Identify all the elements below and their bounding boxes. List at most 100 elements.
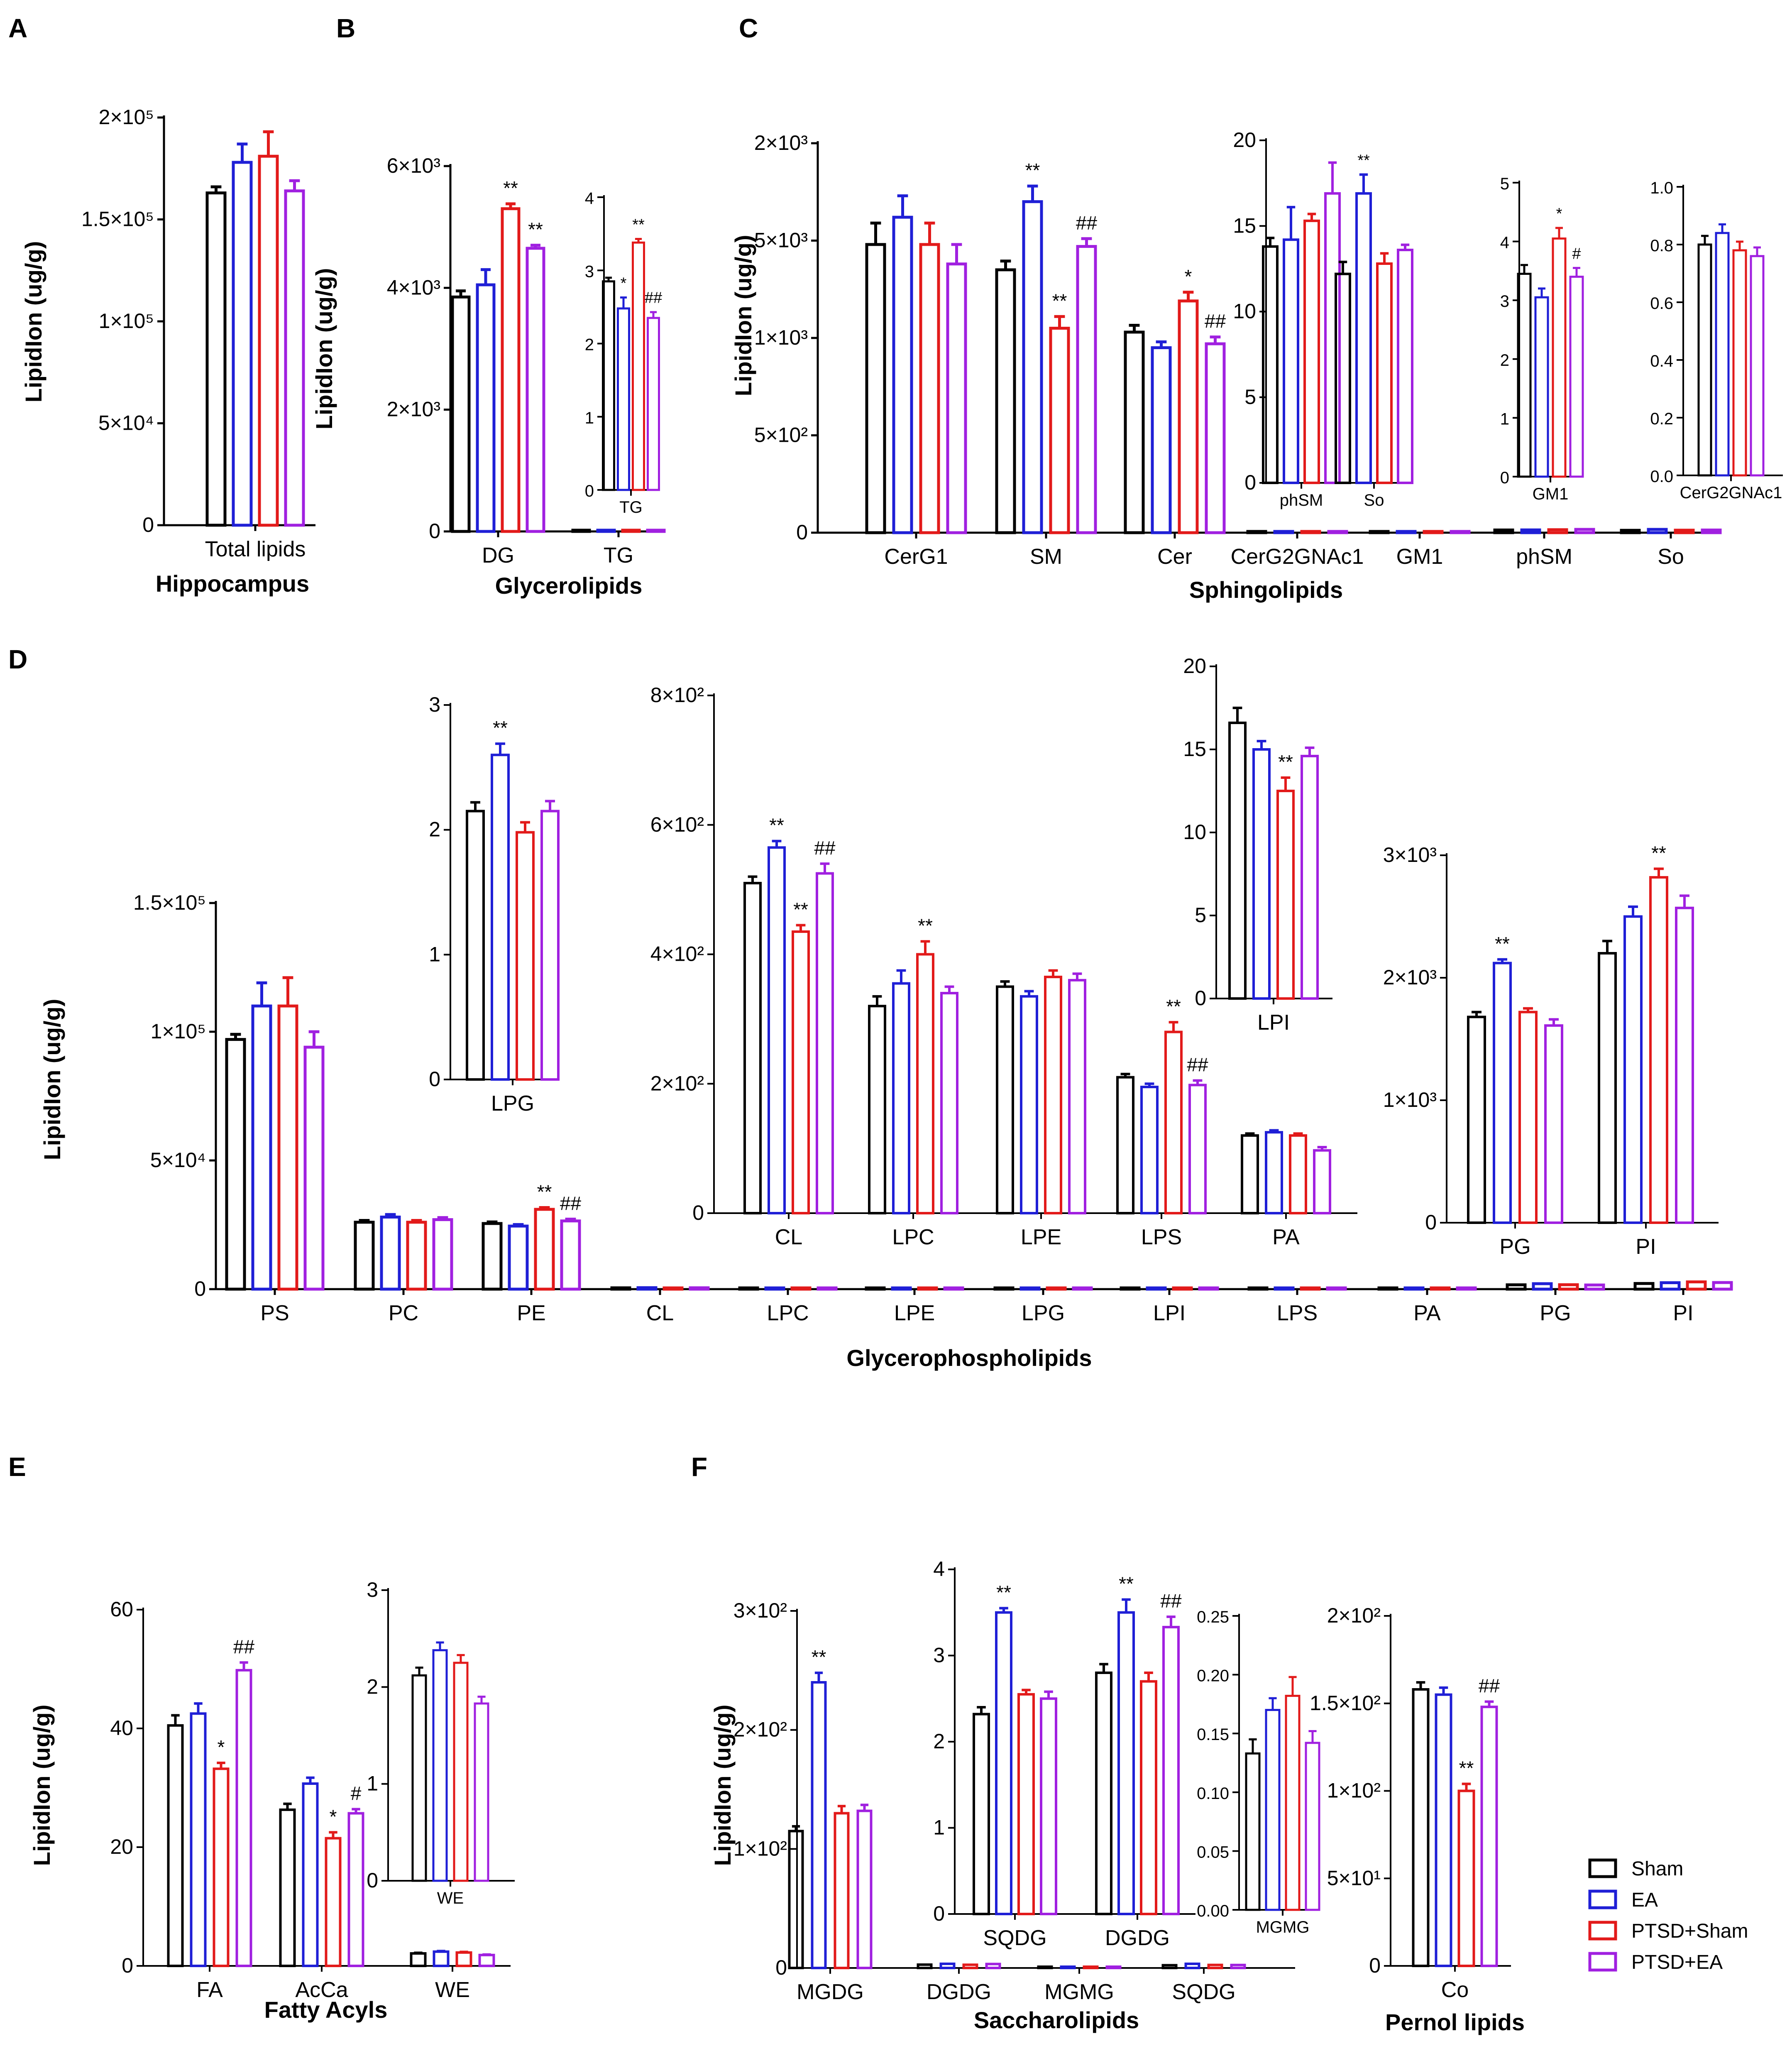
f-category-label: MGMG	[1044, 1980, 1114, 2004]
e-category-label: AcCa	[295, 1978, 348, 2002]
e-bar-ptsd-sham	[455, 1951, 472, 1968]
b-inset-y-tick-label: 1	[585, 409, 594, 427]
d-inset-1-y-tick-label: 3	[429, 693, 440, 716]
d-bar-sham	[1247, 1286, 1269, 1291]
f2-bar-ptsd-ea	[1480, 1706, 1498, 1968]
d-inset-2-bar-ea	[1140, 1086, 1159, 1214]
d-inset-1-category-label: LPG	[491, 1092, 534, 1116]
d-bar-sham	[354, 1221, 375, 1291]
d-inset-4-y-tick-label: 2×10³	[1383, 966, 1437, 989]
f2-bar-ptsd-sham	[1457, 1789, 1475, 1967]
d-bar-ptsd-ea	[1198, 1286, 1219, 1291]
f-bar-sham	[1037, 1965, 1053, 1969]
a-y-tick-label: 5×10⁴	[98, 411, 154, 435]
e-inset-y-tick-label: 2	[367, 1675, 378, 1698]
c-inset-1-y-tick-label: 10	[1233, 300, 1256, 323]
b-category-label: DG	[482, 543, 514, 568]
f-inset-2-y-tick-label: 0.25	[1197, 1608, 1229, 1626]
c-bar-sham	[1620, 529, 1641, 534]
d-category-label: PI	[1673, 1301, 1693, 1325]
e-bar-ptsd-sham	[325, 1837, 342, 1967]
d-inset-2-bar-sham	[1241, 1134, 1259, 1214]
b-inset-significance-mark: ##	[645, 289, 662, 307]
d-bar-ptsd-sham	[917, 1286, 938, 1291]
f2-bar-ea	[1435, 1693, 1452, 1968]
legend-label: EA	[1631, 1889, 1658, 1911]
e-inset-bar-sham	[411, 1674, 427, 1882]
c-inset-3-y-tick-label: 0.6	[1650, 294, 1673, 313]
d-inset-2-category-label: PA	[1272, 1225, 1300, 1249]
d-category-label: LPE	[894, 1301, 935, 1325]
legend-swatch-ea	[1588, 1889, 1617, 1909]
d-inset-2-bar-sham	[743, 882, 762, 1215]
f-chart-title: Saccharolipids	[974, 2007, 1139, 2033]
c-inset-2-bar-ptsd-ea	[1569, 276, 1584, 478]
d-inset-3-y-tick-label: 5	[1195, 903, 1206, 927]
d-inset-3-bar-ptsd-sham	[1276, 790, 1295, 1000]
a-chart-title: Hippocampus	[156, 570, 309, 597]
b-inset-bar-ptsd-ea	[647, 317, 660, 491]
b-y-tick-label: 0	[429, 519, 440, 543]
d-bar-ea	[1019, 1286, 1041, 1291]
legend-label: Sham	[1631, 1858, 1683, 1880]
c-category-label: CerG2GNAc1	[1231, 545, 1364, 569]
b-inset-y-tick-label: 4	[585, 189, 594, 208]
d-bar-ptsd-sham	[1172, 1286, 1193, 1291]
f-inset-2-bar-ptsd-ea	[1305, 1742, 1320, 1911]
d-bar-ea	[636, 1286, 658, 1291]
c-y-tick-label: 2×10³	[754, 131, 808, 154]
d-inset-4-y-tick-label: 3×10³	[1383, 843, 1437, 866]
f-y-tick-label: 2×10²	[733, 1718, 787, 1741]
b-significance-mark: **	[528, 219, 543, 240]
e-inset-bar-ptsd-ea	[474, 1702, 489, 1882]
e-significance-mark: *	[330, 1806, 337, 1827]
c-inset-1-y-tick-label: 5	[1244, 385, 1256, 409]
d-inset-2-bar-ptsd-ea	[816, 872, 834, 1214]
d-chart-title: Glycerophospholipids	[846, 1345, 1092, 1371]
b-significance-mark: **	[503, 177, 518, 199]
f-inset-1-bar-ea	[995, 1611, 1012, 1915]
c-y-tick-label: 1×10³	[754, 326, 808, 349]
b-y-tick-label: 4×10³	[387, 276, 440, 299]
f-inset-1-category-label: DGDG	[1105, 1926, 1170, 1950]
c-inset-2-y-tick-label: 2	[1500, 351, 1509, 370]
b-bar-ea	[596, 529, 616, 533]
f-category-label: MGDG	[797, 1980, 864, 2004]
f-inset-1-bar-ptsd-ea	[1040, 1697, 1057, 1915]
d-y-axis-label: LipidIon (ug/g)	[39, 999, 65, 1160]
c-bar-ptsd-ea	[1701, 529, 1722, 534]
d-bar-ptsd-sham	[534, 1208, 555, 1291]
b-bar-ptsd-sham	[501, 207, 521, 533]
f-inset-1-y-tick-label: 0	[933, 1902, 945, 1925]
e-y-tick-label: 0	[122, 1954, 133, 1977]
d-category-label: LPI	[1153, 1301, 1186, 1325]
d-inset-2-y-tick-label: 6×10²	[650, 813, 704, 836]
d-bar-ea	[764, 1286, 785, 1291]
d-bar-ea	[1274, 1286, 1295, 1291]
e-significance-mark: #	[351, 1782, 362, 1804]
d-inset-4-significance-mark: **	[1651, 842, 1666, 864]
e-y-tick-label: 40	[110, 1716, 133, 1740]
c-inset-1-y-tick-label: 0	[1244, 471, 1256, 494]
d-inset-2-bar-ptsd-ea	[1313, 1149, 1331, 1215]
d-bar-sham	[1633, 1282, 1655, 1291]
legend-swatch-ptsd-ea	[1588, 1952, 1617, 1972]
d-bar-ptsd-sham	[1300, 1286, 1321, 1291]
d-bar-ptsd-sham	[1558, 1283, 1579, 1291]
f-inset-2-category-label: MGMG	[1256, 1918, 1310, 1936]
f-y-tick-label: 3×10²	[733, 1599, 787, 1622]
c-bar-ptsd-ea	[1327, 530, 1348, 534]
f2-chart-title: Pernol lipids	[1385, 2009, 1525, 2035]
c-inset-1-bar-sham	[1335, 272, 1351, 484]
c-bar-sham	[995, 268, 1016, 534]
d-inset-2-bar-ptsd-ea	[1068, 979, 1086, 1215]
a-y-tick-label: 0	[142, 513, 154, 536]
b-bar-ptsd-sham	[621, 529, 641, 533]
c-inset-3-bar-ea	[1715, 232, 1730, 477]
d-inset-2-y-tick-label: 0	[692, 1201, 704, 1224]
d-inset-3-bar-sham	[1228, 722, 1247, 1000]
e-inset-bar-ptsd-sham	[453, 1662, 469, 1882]
d-inset-4-bar-ea	[1493, 962, 1512, 1224]
d-inset-4-y-tick-label: 0	[1425, 1211, 1437, 1234]
